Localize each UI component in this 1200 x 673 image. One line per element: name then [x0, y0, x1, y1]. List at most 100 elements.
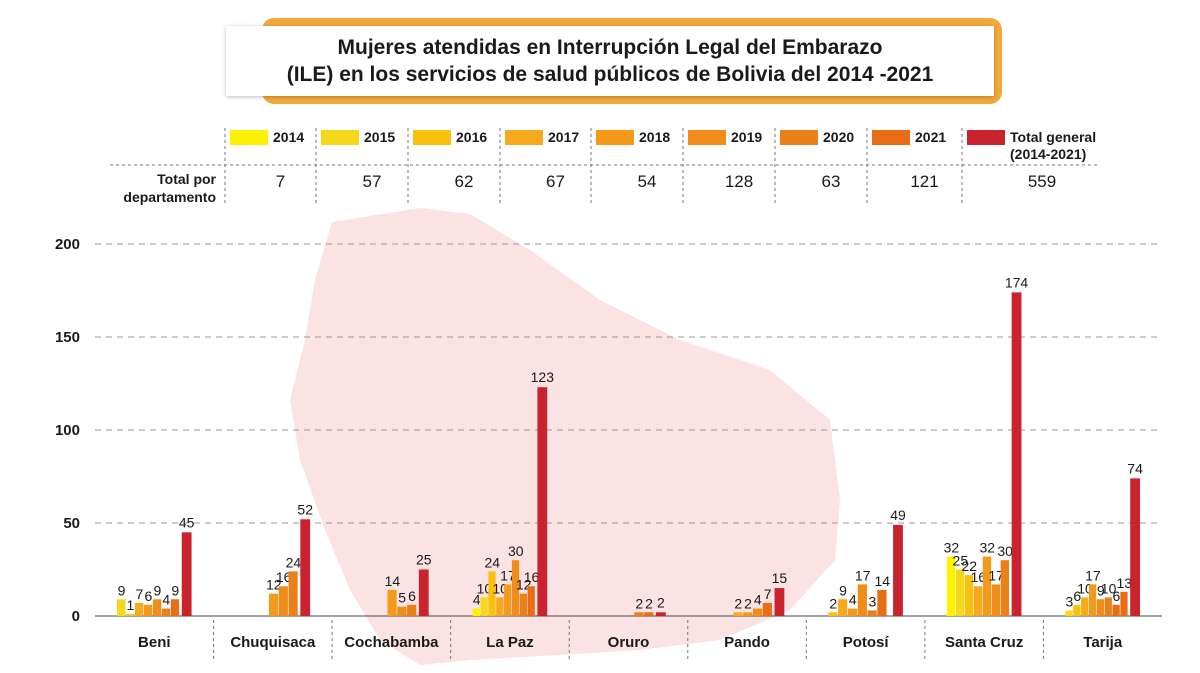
bar-2017 — [1081, 597, 1089, 616]
legend-swatch-total-general — [967, 130, 1005, 145]
bar-value-label: 32 — [979, 539, 995, 555]
legend-swatch-2017 — [505, 130, 543, 145]
total-value: 128 — [725, 172, 753, 191]
bar-value-label-total: 174 — [1005, 274, 1029, 290]
legend-label-total-period: (2014-2021) — [1010, 146, 1086, 162]
bar-value-label: 4 — [162, 592, 170, 608]
x-category-label: Cochabamba — [344, 634, 439, 651]
totals-row-label-line-1: Total por — [157, 171, 216, 187]
total-value: 54 — [638, 172, 657, 191]
bar-2017 — [496, 597, 504, 616]
bar-2019 — [152, 599, 162, 616]
bar-value-label: 24 — [286, 554, 302, 570]
bar-value-label: 6 — [1073, 588, 1081, 604]
legend-swatch-2015 — [321, 130, 359, 145]
total-value: 121 — [910, 172, 938, 191]
bar-2019 — [991, 584, 1001, 616]
bar-value-label: 2 — [829, 595, 837, 611]
legend-swatch-2014 — [230, 130, 268, 145]
bar-2018 — [143, 604, 153, 616]
x-category-label: Beni — [138, 634, 171, 651]
bar-2018 — [387, 589, 397, 616]
total-value: 62 — [455, 172, 474, 191]
bar-2018 — [1088, 584, 1097, 616]
bar-2019 — [397, 606, 407, 616]
bar-2020 — [161, 608, 171, 616]
bar-total-general — [893, 524, 903, 616]
bar-total-general — [181, 532, 192, 616]
bar-value-label: 6 — [408, 588, 416, 604]
x-category-label: Chuquisaca — [230, 634, 316, 651]
bar-value-label: 4 — [849, 592, 857, 608]
bar-value-label: 14 — [385, 573, 401, 589]
legend-swatch-2016 — [413, 130, 451, 145]
title-box: Mujeres atendidas en Interrupción Legal … — [226, 26, 994, 96]
total-value: 7 — [276, 172, 285, 191]
legend-label-2019: 2019 — [731, 129, 762, 145]
legend-label-2015: 2015 — [364, 129, 395, 145]
bar-value-label: 17 — [988, 567, 1004, 583]
legend-swatch-2018 — [596, 130, 634, 145]
bar-2014 — [946, 556, 956, 616]
bar-value-label-total: 74 — [1127, 460, 1143, 476]
bar-value-label-total: 123 — [531, 369, 555, 385]
bar-2020 — [1000, 560, 1010, 616]
legend-swatch-2020 — [780, 130, 818, 145]
x-category-label: Santa Cruz — [945, 634, 1023, 651]
bar-value-label-total: 25 — [416, 552, 432, 568]
x-category-label: Tarija — [1083, 634, 1123, 651]
bar-value-label: 30 — [508, 543, 524, 559]
bar-2020 — [407, 604, 417, 616]
bar-2021 — [1112, 604, 1120, 616]
bar-total-general — [418, 569, 429, 616]
bar-2021 — [877, 589, 887, 616]
x-category-label: Pando — [724, 634, 770, 651]
bar-value-label: 3 — [1065, 593, 1073, 609]
bar-total-general — [1011, 292, 1022, 616]
bar-value-label: 2 — [734, 595, 742, 611]
bar-value-label-total: 49 — [890, 507, 906, 523]
bar-2020 — [288, 571, 298, 616]
bar-value-label: 7 — [764, 586, 772, 602]
total-value: 67 — [546, 172, 565, 191]
title-banner: Mujeres atendidas en Interrupción Legal … — [226, 18, 1002, 104]
bar-value-label: 9 — [171, 582, 179, 598]
bar-2021 — [170, 599, 180, 616]
bar-value-label: 14 — [874, 573, 890, 589]
bar-value-label-total: 2 — [657, 594, 665, 610]
bar-value-label: 13 — [1116, 575, 1132, 591]
bar-value-label: 17 — [1085, 567, 1101, 583]
bar-2017 — [733, 612, 743, 616]
y-tick-label: 50 — [63, 515, 80, 532]
bar-2015 — [955, 569, 965, 616]
bar-2015 — [117, 599, 126, 616]
legend-label-2021: 2021 — [915, 129, 946, 145]
bar-2019 — [1096, 599, 1105, 616]
x-category-label: La Paz — [486, 634, 534, 651]
x-category-label: Potosí — [843, 634, 890, 651]
bar-value-label: 5 — [398, 590, 406, 606]
bar-value-label-total: 52 — [297, 501, 313, 517]
bar-2018 — [743, 612, 753, 616]
bar-value-label: 24 — [484, 554, 500, 570]
bar-value-label: 9 — [1097, 582, 1105, 598]
bar-total-general — [1130, 478, 1140, 616]
bar-value-label: 32 — [944, 539, 960, 555]
total-value: 63 — [822, 172, 841, 191]
bar-2021 — [527, 586, 535, 616]
bar-2014 — [472, 608, 480, 616]
bar-2017 — [838, 599, 848, 616]
bar-2019 — [278, 586, 288, 616]
bar-2018 — [268, 593, 279, 616]
bar-value-label: 16 — [524, 569, 540, 585]
bar-value-label: 4 — [473, 592, 481, 608]
bar-value-label: 30 — [997, 543, 1013, 559]
bar-value-label: 17 — [855, 567, 871, 583]
bar-value-label: 3 — [869, 593, 877, 609]
bar-2016 — [964, 575, 974, 616]
bar-value-label-total: 15 — [772, 570, 788, 586]
x-category-label: Oruro — [608, 634, 650, 651]
legend-label-2020: 2020 — [823, 129, 854, 145]
chart-title-line-1: Mujeres atendidas en Interrupción Legal … — [337, 36, 883, 59]
y-tick-label: 150 — [55, 329, 80, 346]
